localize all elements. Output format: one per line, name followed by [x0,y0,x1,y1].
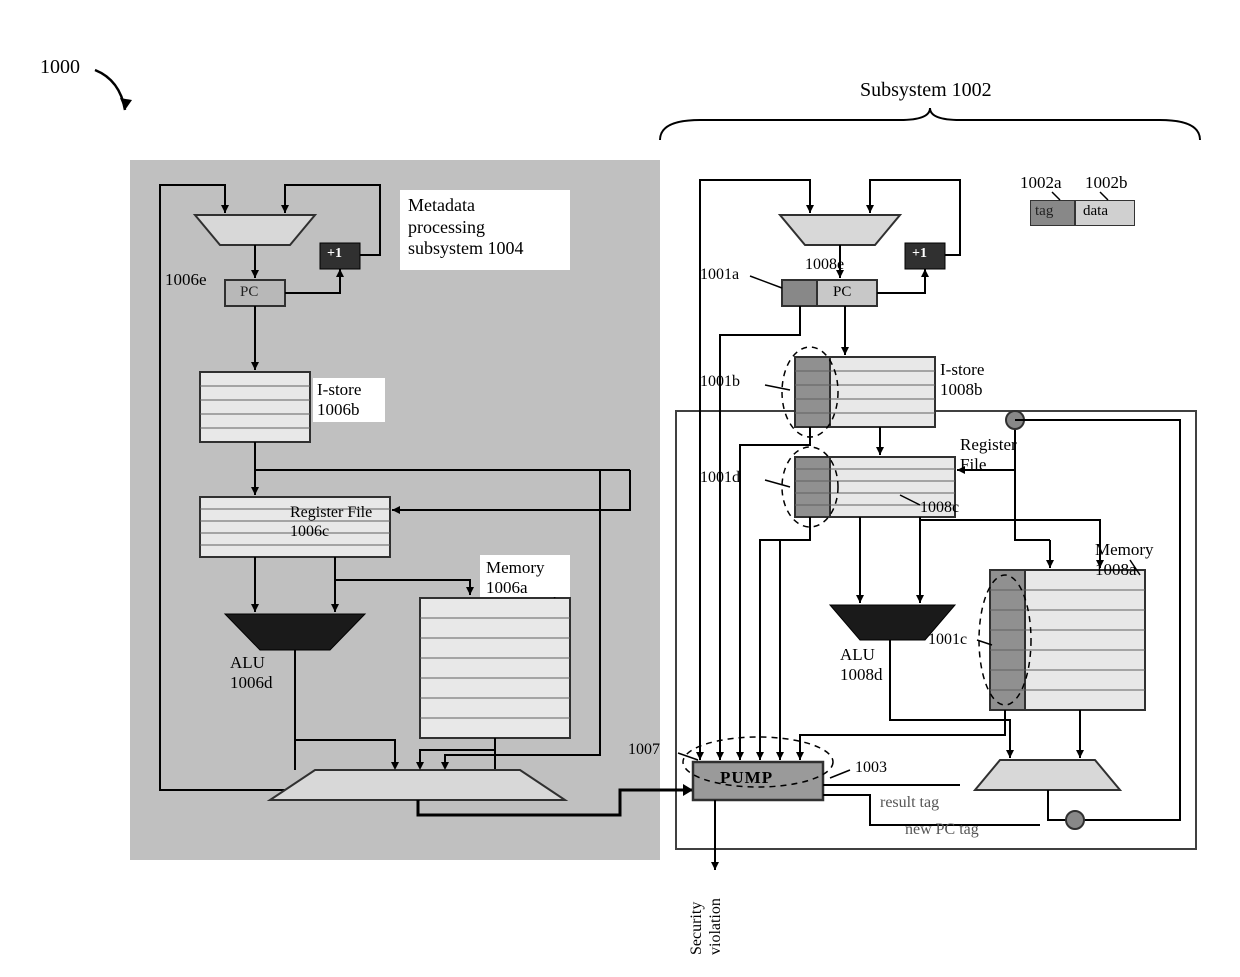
data-ref: 1002b [1085,173,1128,193]
security-violation: Security violation [687,898,725,955]
diagram-canvas: 1000 Subsystem 1002 Metadata processing … [0,0,1240,977]
meta-title: Metadata processing subsystem 1004 [408,195,524,260]
pump-ref-1003: 1003 [855,758,887,777]
metadata-region [130,160,660,860]
left-memory: Memory 1006a [486,558,545,599]
left-plus1: +1 [327,246,342,263]
right-istore: I-store 1008b [940,360,984,401]
data-box-label: data [1083,202,1108,220]
right-pc-ref: 1008e [805,255,844,274]
right-alu: ALU 1008d [840,645,883,686]
right-regfile: Register File [960,435,1017,476]
subsystem-title: Subsystem 1002 [860,78,992,102]
right-regfile-ref: 1008c [920,498,959,517]
pump-ref-1007: 1007 [628,740,660,759]
ref-1001d: 1001d [700,468,740,487]
right-pc: PC [833,283,851,301]
tag-ref: 1002a [1020,173,1062,193]
left-alu: ALU 1006d [230,653,273,694]
left-istore: I-store 1006b [317,380,361,421]
new-pc-tag: new PC tag [905,820,979,839]
left-pc-ref: 1006e [165,270,207,290]
result-tag: result tag [880,793,939,812]
ref-1001a: 1001a [700,265,739,284]
ref-1001b: 1001b [700,372,740,391]
left-regfile: Register File 1006c [290,503,372,541]
left-pc: PC [240,283,258,301]
fig-ref-1000: 1000 [40,55,80,79]
right-memory: Memory 1008a [1095,540,1154,581]
right-plus1: +1 [912,246,927,263]
pump-label: PUMP [720,768,773,788]
ref-1001c: 1001c [928,630,967,649]
tag-box-label: tag [1035,202,1053,220]
